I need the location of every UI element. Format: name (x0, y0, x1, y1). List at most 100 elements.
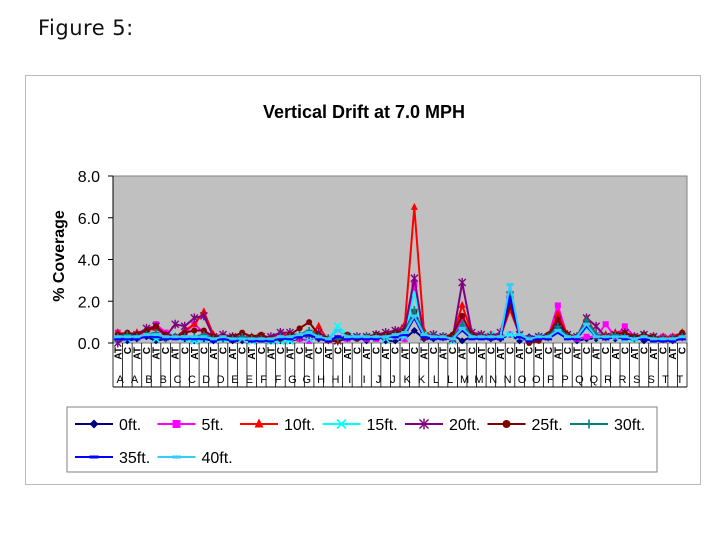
x-tick-label-sub: AT (439, 347, 450, 360)
data-point (200, 327, 207, 334)
data-point (191, 327, 198, 334)
x-tick-label-sub: AT (324, 347, 335, 360)
data-point (640, 337, 648, 341)
x-tick-label-sub: AT (553, 347, 564, 360)
x-tick-label-sub: AT (534, 347, 545, 360)
data-point (152, 333, 160, 337)
x-tick-label-sub: C (659, 347, 670, 354)
x-tick-label-group: B (160, 374, 167, 386)
x-tick-label-group: J (390, 374, 396, 386)
x-tick-label-sub: C (219, 347, 230, 354)
x-tick-label-group: E (231, 374, 238, 386)
x-tick-label-sub: AT (247, 347, 258, 360)
x-tick-label-group: K (404, 374, 412, 386)
x-tick-label-sub: C (161, 347, 172, 354)
data-point (305, 333, 313, 337)
data-point (525, 337, 533, 341)
data-point (296, 325, 303, 332)
data-point (219, 335, 227, 339)
data-point (372, 337, 380, 341)
data-point (621, 323, 628, 330)
x-tick-label-group: R (604, 374, 612, 386)
x-tick-label-sub: C (448, 347, 459, 354)
legend-item: 10ft. (240, 417, 315, 434)
data-point (276, 335, 284, 339)
data-point (315, 337, 323, 341)
x-tick-label-group: N (504, 374, 512, 386)
data-point (563, 335, 571, 339)
data-point (516, 335, 524, 339)
data-point (315, 335, 323, 339)
data-point (190, 313, 199, 323)
data-point (229, 339, 237, 343)
data-point (544, 335, 552, 339)
x-tick-label-sub: AT (611, 347, 622, 360)
data-point (171, 335, 179, 339)
data-point (181, 329, 188, 336)
x-tick-label-sub: C (123, 347, 134, 354)
data-point (199, 311, 208, 321)
data-point (602, 337, 610, 341)
data-point (162, 337, 170, 341)
x-tick-label-sub: C (180, 347, 191, 354)
data-point (123, 335, 131, 339)
x-tick-label-sub: C (142, 347, 153, 354)
data-point (429, 337, 437, 341)
data-point (496, 337, 504, 341)
x-tick-label-group: T (676, 374, 683, 386)
data-point (516, 333, 524, 337)
data-point (506, 295, 514, 299)
data-point (257, 339, 265, 343)
data-point (267, 337, 275, 341)
x-tick-label-group: R (618, 374, 626, 386)
data-point (363, 337, 371, 341)
legend-item: 25ft. (487, 417, 563, 434)
x-tick-label-group: M (474, 374, 483, 386)
data-point (315, 321, 323, 329)
data-point-stroke (505, 330, 515, 339)
x-tick-label-group: H (331, 374, 339, 386)
figure-label: Figure 5: (38, 16, 134, 40)
x-tick-label-group: B (145, 374, 152, 386)
legend-marker (336, 418, 347, 430)
legend-item: 15ft. (322, 417, 398, 434)
x-tick-label-group: G (288, 374, 297, 386)
data-point (487, 335, 495, 339)
x-tick-label-sub: AT (668, 347, 679, 360)
data-point (429, 335, 437, 339)
data-point (258, 331, 265, 338)
legend-item: 30ft. (570, 417, 645, 434)
data-point (554, 328, 562, 332)
data-point (276, 337, 284, 341)
data-point (554, 302, 561, 309)
legend-item: 20ft. (405, 417, 480, 434)
x-tick-label-sub: AT (362, 347, 373, 360)
data-point (248, 339, 256, 343)
x-tick-label-group: Q (589, 374, 598, 386)
data-point (554, 331, 562, 335)
x-tick-label-group: M (460, 374, 469, 386)
data-point (296, 333, 304, 337)
data-point (410, 202, 418, 210)
data-point (190, 337, 198, 341)
data-point (229, 337, 237, 341)
data-point (353, 335, 361, 339)
data-point (459, 312, 466, 319)
data-point (592, 321, 601, 331)
data-point (592, 335, 600, 339)
x-tick-label-sub: AT (171, 347, 182, 360)
x-tick-label-sub: C (620, 347, 631, 354)
x-tick-label-group: C (174, 374, 182, 386)
x-tick-label-group: E (246, 374, 253, 386)
data-point (458, 337, 466, 345)
data-point (190, 319, 198, 327)
data-point (171, 319, 180, 329)
x-tick-label-sub: C (352, 347, 363, 354)
x-tick-label-sub: C (333, 347, 344, 354)
data-point (190, 335, 198, 339)
data-point (133, 335, 141, 339)
x-tick-label-group: Q (575, 374, 584, 386)
legend-marker (89, 419, 99, 429)
data-point (401, 335, 408, 342)
x-tick-label-sub: C (276, 347, 287, 354)
